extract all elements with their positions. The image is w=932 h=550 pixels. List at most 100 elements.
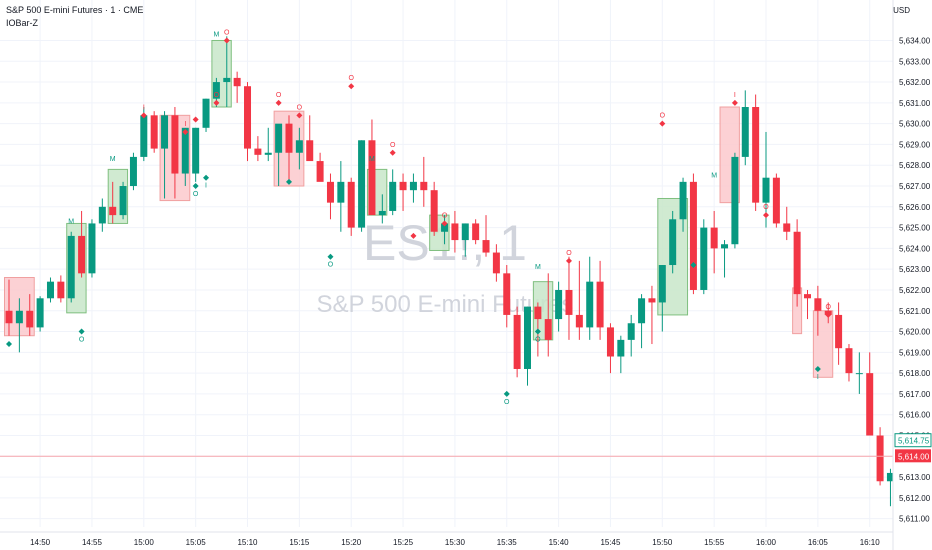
candle-body <box>15 310 23 324</box>
candle-body <box>202 98 210 128</box>
buy-marker-icon <box>690 262 697 269</box>
price-axis-tick: 5,617.00 <box>899 390 931 399</box>
candle-body <box>420 181 428 191</box>
candle-body <box>192 127 200 174</box>
marker-label: I <box>184 121 186 128</box>
price-axis-tick: 5,634.00 <box>899 36 931 45</box>
sell-marker-icon <box>825 311 832 318</box>
buy-marker-icon <box>192 183 199 190</box>
buy-marker-icon <box>814 365 821 372</box>
marker-label: O <box>535 337 541 344</box>
marker-label: I <box>433 217 435 224</box>
price-axis-tick: 5,626.00 <box>899 203 931 212</box>
sell-marker-icon <box>296 112 303 119</box>
price-axis-tick: 5,616.00 <box>899 411 931 420</box>
marker-label: O <box>297 104 303 111</box>
time-axis-tick: 15:25 <box>393 538 414 547</box>
buy-marker-icon <box>120 203 127 210</box>
candle-body <box>5 310 13 324</box>
price-axis-tick: 5,619.00 <box>899 348 931 357</box>
price-axis-tick: 5,620.00 <box>899 328 931 337</box>
time-axis-tick: 15:05 <box>186 538 207 547</box>
candle-body <box>306 140 314 162</box>
candle-body <box>161 115 169 149</box>
sell-marker-icon <box>223 37 230 44</box>
sell-marker-icon <box>565 257 572 264</box>
candle-body <box>409 181 417 191</box>
candle-body <box>326 181 334 203</box>
candle-body <box>233 77 241 87</box>
iobar-box-label: M <box>369 156 375 163</box>
candle-body <box>347 181 355 228</box>
marker-label: O <box>826 304 832 311</box>
candle-body <box>783 223 791 232</box>
candle-body <box>295 140 303 153</box>
indicator-label[interactable]: IOBar-Z <box>6 18 39 28</box>
candle-body <box>264 152 272 155</box>
candle-body <box>254 148 262 155</box>
marker-label: O <box>214 92 220 99</box>
candle-body <box>171 115 179 174</box>
candle-body <box>575 314 583 328</box>
marker-label: O <box>504 399 510 406</box>
buy-marker-icon <box>6 341 12 348</box>
currency-label[interactable]: USD <box>893 6 910 15</box>
candle-body <box>617 339 625 357</box>
price-axis-tick: 5,622.00 <box>899 286 931 295</box>
price-axis-tick: 5,624.00 <box>899 244 931 253</box>
candle-body <box>731 156 739 245</box>
marker-label: O <box>276 92 282 99</box>
candle-body <box>524 306 531 369</box>
buy-marker-icon <box>503 390 510 397</box>
candle-body <box>399 181 407 191</box>
time-axis-tick: 15:35 <box>497 538 518 547</box>
candle-body <box>835 314 843 349</box>
iobar-box-label: M <box>68 218 74 225</box>
candle-body <box>368 140 376 216</box>
marker-label: O <box>566 250 572 257</box>
candle-body <box>150 115 158 149</box>
buy-marker-icon <box>203 174 210 181</box>
last-price-label: 5,614.75 <box>898 437 930 446</box>
price-axis-tick: 5,629.00 <box>899 140 931 149</box>
time-axis-tick: 16:05 <box>808 538 829 547</box>
marker-label: O <box>224 29 230 36</box>
candle-body <box>772 177 780 224</box>
candle-body <box>119 186 127 216</box>
marker-label: O <box>79 337 85 344</box>
time-axis-tick: 16:00 <box>756 538 777 547</box>
candle-body <box>26 310 34 328</box>
sell-marker-icon <box>441 220 448 227</box>
price-axis-tick: 5,623.00 <box>899 265 931 274</box>
candle-body <box>752 107 760 203</box>
candle-body <box>109 206 117 216</box>
marker-label: O <box>193 191 199 198</box>
candle-body <box>700 227 708 290</box>
time-axis-tick: 15:45 <box>600 538 621 547</box>
candle-body <box>181 127 189 174</box>
time-axis-tick: 15:10 <box>237 538 258 547</box>
candle-body <box>741 107 749 157</box>
candle-body <box>275 123 283 153</box>
sell-marker-icon <box>192 116 199 123</box>
candle-body <box>36 298 44 328</box>
candle-body <box>451 223 459 241</box>
buy-marker-icon <box>285 178 292 185</box>
marker-label: O <box>348 75 354 82</box>
candle-body <box>316 161 324 182</box>
price-axis-tick: 5,631.00 <box>899 99 931 108</box>
candle-body <box>337 181 345 203</box>
candle-body <box>721 244 729 249</box>
candle-body <box>129 156 137 187</box>
symbol-title[interactable]: S&P 500 E-mini Futures · 1 · CME <box>6 5 144 15</box>
price-axis-tick: 5,627.00 <box>899 182 931 191</box>
iobar-box-label: M <box>535 264 541 271</box>
candle-body <box>886 472 894 482</box>
sell-marker-icon <box>213 99 220 106</box>
iobar-box-label: M <box>711 173 717 180</box>
candle-body <box>358 140 366 228</box>
candle-body <box>876 435 884 482</box>
candle-body <box>140 115 148 157</box>
sell-marker-icon <box>275 99 282 106</box>
